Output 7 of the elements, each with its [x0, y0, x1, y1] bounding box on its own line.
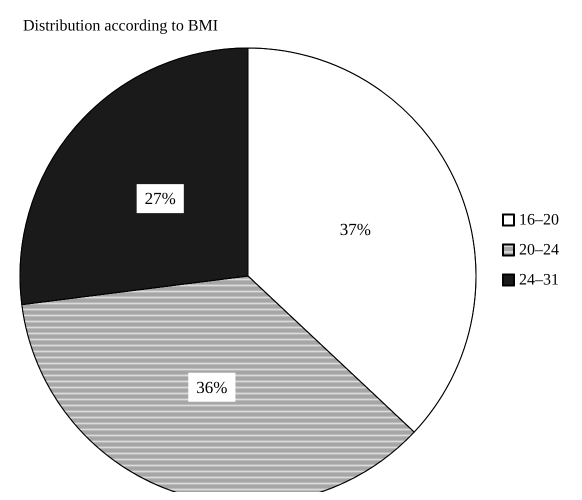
legend-label: 20–24: [519, 242, 559, 258]
legend-label: 16–20: [519, 212, 559, 228]
legend-label: 24–31: [519, 272, 559, 288]
data-label: 37%: [340, 220, 371, 240]
chart-title: Distribution according to BMI: [23, 18, 218, 34]
data-label: 36%: [196, 378, 228, 397]
data-label: 27%: [144, 189, 176, 208]
